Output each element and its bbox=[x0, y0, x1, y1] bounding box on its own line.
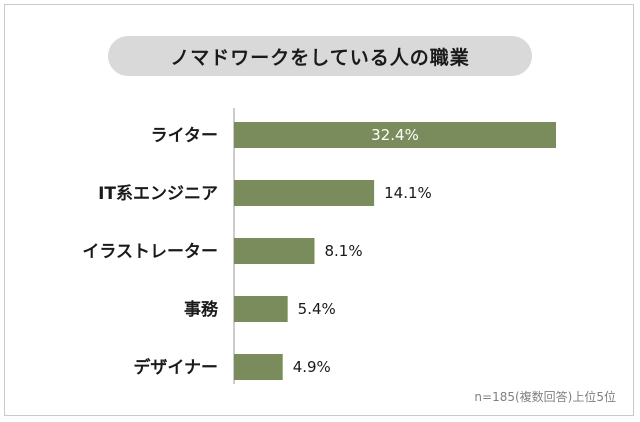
bar bbox=[234, 296, 288, 322]
bar bbox=[234, 354, 283, 380]
value-label: 4.9% bbox=[293, 358, 331, 376]
bar bbox=[234, 122, 556, 148]
category-label: デザイナー bbox=[133, 357, 218, 378]
value-label: 32.4% bbox=[371, 126, 419, 144]
value-label: 8.1% bbox=[325, 242, 363, 260]
category-label: 事務 bbox=[184, 299, 219, 320]
chart-title: ノマドワークをしている人の職業 bbox=[108, 36, 532, 76]
value-label: 14.1% bbox=[384, 184, 432, 202]
category-label: イラストレーター bbox=[82, 242, 218, 262]
category-label: ライター bbox=[151, 126, 218, 146]
bar bbox=[234, 238, 315, 264]
sample-note: n=185(複数回答)上位5位 bbox=[474, 390, 616, 404]
value-label: 5.4% bbox=[298, 300, 336, 318]
bar bbox=[234, 180, 375, 206]
bars-group: ライター 32.4% IT系エンジニア 14.1% イラストレーター 8.1% 事務 5.4%… bbox=[82, 122, 556, 380]
category-label: IT系エンジニア bbox=[98, 184, 218, 204]
